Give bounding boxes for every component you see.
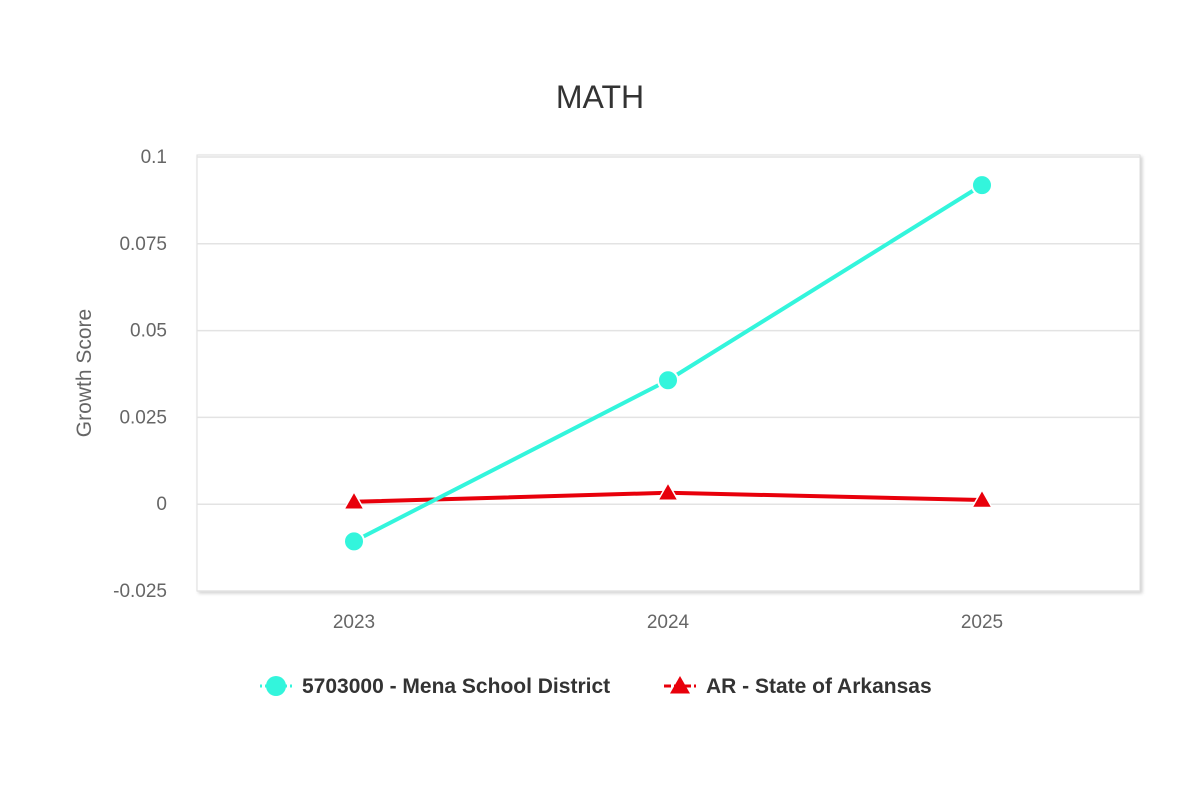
x-tick-label: 2023 — [333, 612, 375, 633]
data-point[interactable] — [970, 488, 994, 509]
legend: 5703000 - Mena School District AR - State… — [260, 675, 932, 698]
data-point[interactable] — [657, 369, 679, 392]
chart-title: MATH — [556, 79, 644, 115]
legend-symbol — [670, 676, 690, 694]
y-tick-label: -0.025 — [113, 581, 167, 602]
y-tick-label: 0.025 — [119, 407, 167, 428]
x-tick-label: 2025 — [961, 612, 1003, 633]
legend-item[interactable]: 5703000 - Mena School District — [260, 675, 610, 698]
y-axis-ticks: 0.1 0.075 0.05 0.025 0 -0.025 — [113, 147, 167, 602]
y-axis-title: Growth Score — [73, 309, 96, 437]
data-point[interactable] — [342, 490, 366, 511]
y-tick-label: 0.075 — [119, 234, 167, 255]
y-tick-label: 0.05 — [130, 321, 167, 342]
data-point[interactable] — [971, 174, 993, 197]
legend-label: AR - State of Arkansas — [706, 675, 932, 698]
y-tick-label: 0.1 — [141, 147, 167, 168]
series-layer — [342, 174, 994, 553]
series-0 — [343, 174, 993, 553]
legend-item[interactable]: AR - State of Arkansas — [664, 675, 932, 698]
x-tick-label: 2024 — [647, 612, 690, 633]
x-axis-ticks: 2023 2024 2025 — [333, 612, 1003, 633]
y-tick-label: 0 — [156, 494, 167, 515]
data-point[interactable] — [343, 530, 365, 553]
series-1 — [342, 481, 994, 511]
legend-label: 5703000 - Mena School District — [302, 675, 610, 698]
data-point[interactable] — [656, 481, 680, 501]
legend-symbol — [266, 676, 286, 696]
